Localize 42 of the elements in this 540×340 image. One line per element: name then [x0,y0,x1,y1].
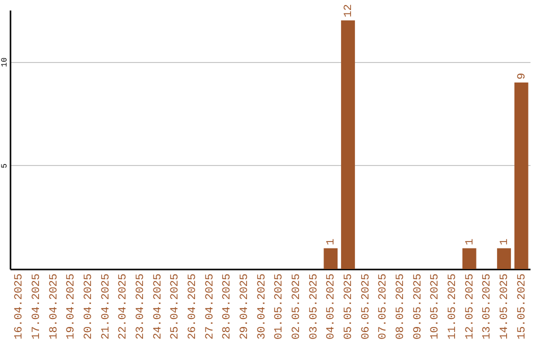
x-tick-label: 29.04.2025 [239,274,251,340]
x-tick-label: 09.05.2025 [412,274,424,340]
bar [324,248,338,269]
x-tick-label: 25.04.2025 [170,274,182,340]
x-tick-label: 20.04.2025 [83,274,95,340]
x-tick-label: 24.04.2025 [152,274,164,340]
y-tick-label: 5 [0,163,10,168]
x-tick-label: 30.04.2025 [256,274,268,340]
x-tick-label: 28.04.2025 [222,274,234,340]
y-tick-label: 10 [0,57,10,68]
x-tick-label: 06.05.2025 [360,274,372,340]
x-tick-label: 07.05.2025 [378,274,390,340]
x-tick-label: 13.05.2025 [482,274,494,340]
bar [497,248,511,269]
x-tick-label: 08.05.2025 [395,274,407,340]
x-tick-label: 26.04.2025 [187,274,199,340]
x-tick-label: 23.04.2025 [135,274,147,340]
x-tick-label: 05.05.2025 [343,274,355,340]
x-tick-label: 15.05.2025 [516,274,528,340]
x-tick-label: 10.05.2025 [430,274,442,340]
x-tick-label: 04.05.2025 [326,274,338,340]
data-label: 1 [326,238,338,246]
data-label: 12 [343,4,355,18]
x-tick-label: 14.05.2025 [499,274,511,340]
bar [462,248,476,269]
data-label: 1 [499,238,511,246]
x-tick-label: 19.04.2025 [66,274,78,340]
bar [341,20,355,269]
x-tick-label: 01.05.2025 [274,274,286,340]
x-tick-label: 17.04.2025 [31,274,43,340]
x-tick-label: 16.04.2025 [14,274,26,340]
bar [514,82,528,269]
x-tick-label: 27.04.2025 [204,274,216,340]
x-tick-label: 22.04.2025 [118,274,130,340]
data-label: 1 [464,238,476,246]
data-label: 9 [516,72,528,80]
x-tick-label: 21.04.2025 [100,274,112,340]
x-tick-label: 12.05.2025 [464,274,476,340]
x-tick-label: 03.05.2025 [308,274,320,340]
x-tick-label: 02.05.2025 [291,274,303,340]
x-tick-label: 18.04.2025 [48,274,60,340]
x-tick-label: 11.05.2025 [447,274,459,340]
